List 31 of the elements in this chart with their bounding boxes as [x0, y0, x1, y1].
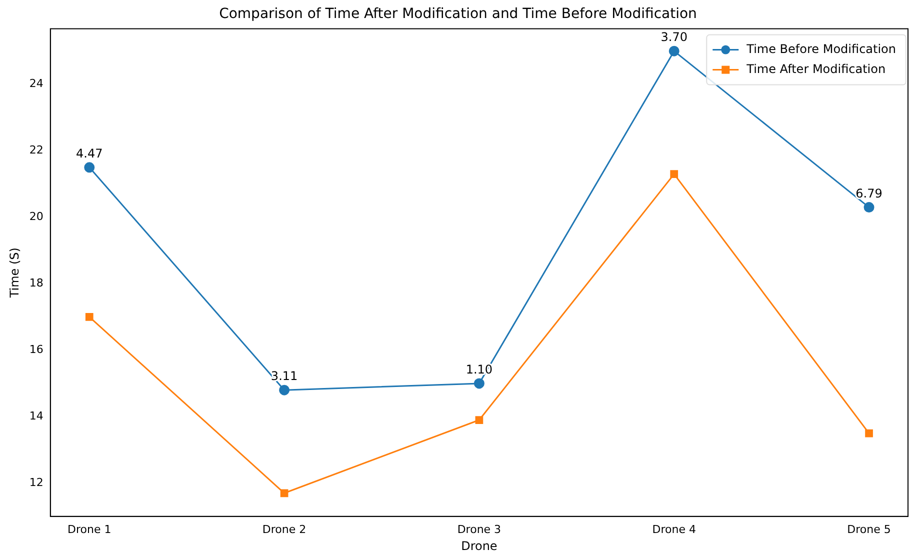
x-axis-title: Drone: [461, 538, 498, 553]
y-tick-label: 24: [29, 77, 44, 90]
annotation: 6.79: [856, 186, 882, 200]
y-tick-label: 14: [29, 410, 44, 423]
y-tick-label: 22: [29, 144, 44, 157]
x-tick-label: Drone 1: [68, 522, 112, 536]
chart-title: Comparison of Time After Modification and Time Before Modification: [219, 6, 697, 22]
legend-label: Time Before Modification: [746, 42, 896, 56]
point: [670, 170, 678, 178]
x-tick-label: Drone 5: [847, 522, 891, 536]
point: [668, 46, 680, 56]
point: [474, 378, 484, 389]
legend-label: Time After Modification: [746, 62, 886, 76]
point: [475, 416, 484, 424]
x-tick-label: Drone 3: [457, 522, 502, 536]
annotation: 4.47: [76, 146, 103, 161]
point: [865, 429, 873, 438]
y-tick-label: 20: [29, 210, 44, 224]
annotation: 3.11: [270, 369, 298, 384]
y-tick-label: 18: [29, 276, 44, 290]
y-axis-title: Time (S): [7, 248, 22, 299]
x-tick-label: Drone 4: [652, 522, 696, 536]
y-tick-label: 12: [29, 476, 44, 490]
point: [280, 489, 288, 498]
x-tick-label: Drone 2: [262, 522, 306, 536]
annotation: 3.70: [660, 30, 688, 44]
point: [279, 384, 290, 396]
point: [84, 162, 95, 173]
point: [864, 202, 874, 213]
y-tick-label: 16: [29, 343, 44, 356]
point: [85, 313, 94, 321]
